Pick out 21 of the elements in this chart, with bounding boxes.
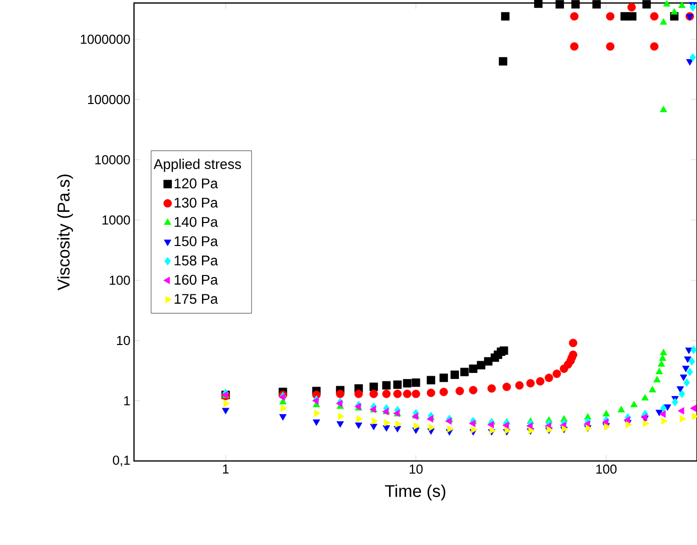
legend-label: 130 Pa	[174, 198, 218, 208]
legend-label: 140 Pa	[174, 216, 218, 227]
y-tick-label: 1000000	[80, 34, 130, 44]
y-tick-label: 1000	[102, 215, 130, 225]
y-tick-label: 10	[116, 336, 130, 346]
y-axis-title: Viscosity (Pa.s)	[57, 174, 73, 290]
legend-label: 158 Pa	[174, 256, 218, 266]
y-tick-label: 100000	[88, 94, 130, 104]
x-tick-label: 1	[223, 464, 229, 474]
x-axis-title: Time (s)	[385, 484, 446, 500]
x-tick-label: 100	[596, 464, 617, 474]
legend-label: 120 Pa	[174, 178, 218, 188]
legend-label: 160 Pa	[174, 274, 218, 285]
legend-title: Applied stress	[154, 158, 242, 172]
x-tick-label: 10	[410, 464, 423, 474]
legend-label: 150 Pa	[174, 236, 218, 246]
y-tick-label: 1	[124, 396, 130, 406]
y-tick-label: 10000	[95, 155, 130, 164]
y-tick-label: 100	[110, 276, 130, 285]
y-tick-label: 0,1	[112, 456, 130, 466]
legend-label: 175 Pa	[174, 294, 218, 304]
